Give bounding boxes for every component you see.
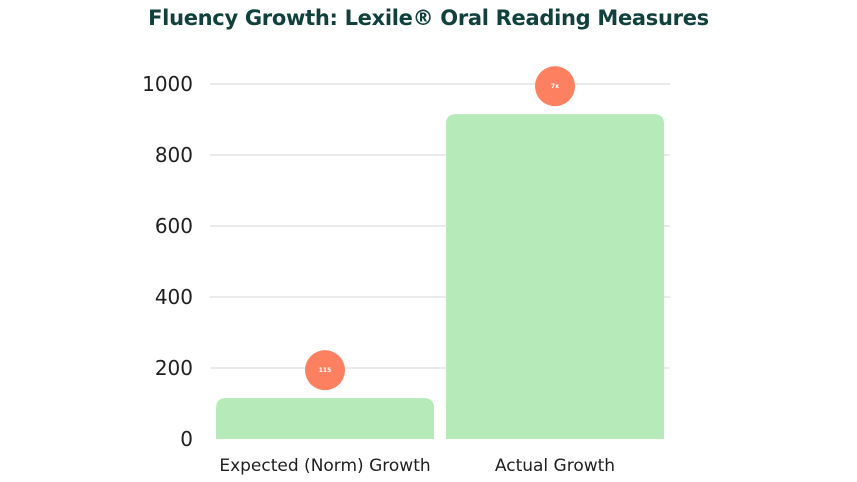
value-badge-label: 7x: [551, 83, 559, 90]
y-tick-label: 600: [155, 214, 193, 238]
y-tick-label: 800: [155, 143, 193, 167]
value-badge: [305, 350, 345, 391]
value-badges: 115 7x: [305, 66, 575, 391]
y-tick-label: 0: [180, 427, 193, 451]
bar: [216, 398, 434, 439]
x-axis: Expected (Norm) Growth Actual Growth: [219, 456, 615, 476]
value-badge: [535, 66, 575, 107]
chart-title: Fluency Growth: Lexile® Oral Reading Mea…: [148, 6, 709, 30]
x-tick-label: Actual Growth: [495, 456, 615, 476]
y-axis: 0 200 400 600 800 1000: [142, 72, 193, 451]
x-tick-label: Expected (Norm) Growth: [219, 456, 430, 476]
y-tick-label: 200: [155, 356, 193, 380]
y-tick-label: 1000: [142, 72, 193, 96]
bars: [216, 114, 664, 440]
bar: [446, 114, 664, 440]
y-tick-label: 400: [155, 285, 193, 309]
value-badge-label: 115: [319, 367, 332, 374]
